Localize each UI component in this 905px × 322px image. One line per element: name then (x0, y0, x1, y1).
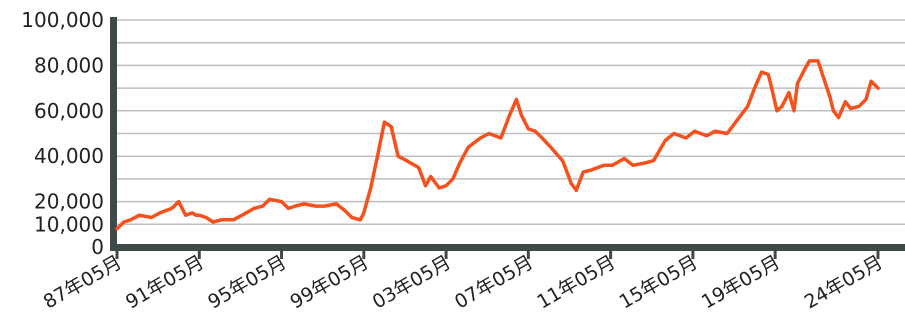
x-tick-label: 19年05月 (698, 251, 784, 313)
x-tick-label: 95年05月 (204, 251, 290, 313)
x-tick-label: 99年05月 (287, 251, 373, 313)
y-tick-label: 40,000 (34, 144, 104, 168)
gridlines (117, 19, 905, 226)
x-tick-label: 07年05月 (451, 251, 537, 313)
y-axis-line (110, 17, 117, 251)
x-axis-tick-labels: 87年05月91年05月95年05月99年05月03年05月07年05月11年0… (40, 251, 887, 313)
y-tick-label: 10,000 (34, 212, 104, 236)
y-tick-label: 60,000 (34, 99, 104, 123)
x-tick-label: 11年05月 (533, 251, 619, 313)
y-tick-label: 20,000 (34, 190, 104, 214)
x-tick-label: 91年05月 (122, 251, 208, 313)
y-tick-label: 80,000 (34, 53, 104, 77)
x-axis-line (110, 244, 905, 251)
y-tick-label: 100,000 (21, 8, 104, 32)
x-tick-label: 15年05月 (616, 251, 702, 313)
x-axis-ticks (115, 251, 880, 259)
x-tick-label: 03年05月 (369, 251, 455, 313)
x-tick-label: 87年05月 (40, 251, 126, 313)
x-tick-label: 24年05月 (801, 251, 887, 313)
series-group (115, 59, 880, 231)
y-tick-label: 0 (91, 235, 104, 259)
series-line (115, 59, 880, 231)
